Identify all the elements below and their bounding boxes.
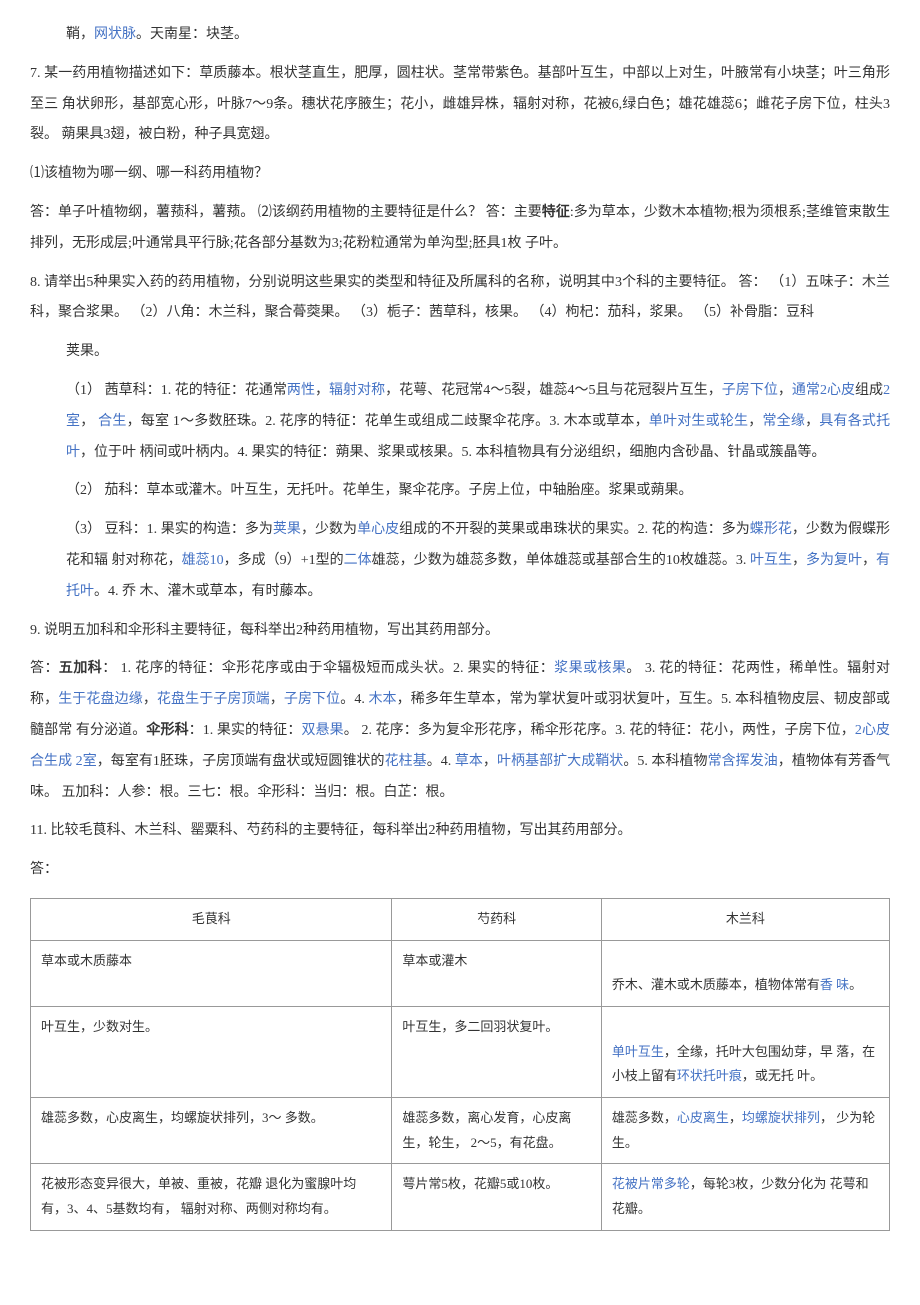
table-cell: 花被形态变异很大，单被、重被，花瓣 退化为蜜腺叶均有，3、4、5基数均有， 辐射… xyxy=(31,1164,392,1230)
table-cell: 单叶互生，全缘，托叶大包围幼芽，早 落，在小枝上留有环状托叶痕，或无托 叶。 xyxy=(601,1006,889,1097)
table-cell: 叶互生，多二回羽状复叶。 xyxy=(392,1006,601,1097)
question-9: 9. 说明五加科和伞形科主要特征，每科举出2种药用植物，写出其药用部分。 xyxy=(30,616,890,647)
table-header-1: 毛茛科 xyxy=(31,898,392,940)
table-cell: 草本或灌木 xyxy=(392,940,601,1006)
table-cell: 雄蕊多数，离心发育，心皮离生，轮生， 2～5，有花盘。 xyxy=(392,1098,601,1164)
table-header-3: 木兰科 xyxy=(601,898,889,940)
question-7-sub: ⑴该植物为哪一纲、哪一科药用植物？ xyxy=(30,159,890,190)
comparison-table: 毛茛科 芍药科 木兰科 草本或木质藤本 草本或灌木 乔木、灌木或木质藤本，植物体… xyxy=(30,898,890,1231)
q8-item-2: （2） 茄科：草本或灌木。叶互生，无托叶。花单生，聚伞花序。子房上位，中轴胎座。… xyxy=(30,476,890,507)
table-cell: 雄蕊多数，心皮离生，均螺旋状排列， 少为轮生。 xyxy=(601,1098,889,1164)
question-11: 11. 比较毛茛科、木兰科、罂粟科、芍药科的主要特征，每科举出2种药用植物，写出… xyxy=(30,816,890,847)
table-row: 毛茛科 芍药科 木兰科 xyxy=(31,898,890,940)
table-row: 雄蕊多数，心皮离生，均螺旋状排列，3～ 多数。 雄蕊多数，离心发育，心皮离生，轮… xyxy=(31,1098,890,1164)
table-row: 花被形态变异很大，单被、重被，花瓣 退化为蜜腺叶均有，3、4、5基数均有， 辐射… xyxy=(31,1164,890,1230)
table-row: 叶互生，少数对生。 叶互生，多二回羽状复叶。 单叶互生，全缘，托叶大包围幼芽，早… xyxy=(31,1006,890,1097)
table-row: 草本或木质藤本 草本或灌木 乔木、灌木或木质藤本，植物体常有香 味。 xyxy=(31,940,890,1006)
table-cell: 萼片常5枚，花瓣5或10枚。 xyxy=(392,1164,601,1230)
q8-item-3: （3） 豆科：1. 果实的构造：多为荚果，少数为单心皮组成的不开裂的荚果或串珠状… xyxy=(30,515,890,607)
answer-11-label: 答： xyxy=(30,855,890,886)
table-cell: 草本或木质藤本 xyxy=(31,940,392,1006)
question-8: 8. 请举出5种果实入药的药用植物，分别说明这些果实的类型和特征及所属科的名称，… xyxy=(30,268,890,330)
answer-7: 答：单子叶植物纲，薯蓣科，薯蓣。 ⑵该纲药用植物的主要特征是什么？ 答：主要特征… xyxy=(30,198,890,260)
table-cell: 雄蕊多数，心皮离生，均螺旋状排列，3～ 多数。 xyxy=(31,1098,392,1164)
table-header-2: 芍药科 xyxy=(392,898,601,940)
paragraph-1: 鞘，网状脉。天南星：块茎。 xyxy=(30,20,890,51)
table-cell: 乔木、灌木或木质藤本，植物体常有香 味。 xyxy=(601,940,889,1006)
q8-continuation: 荚果。 xyxy=(30,337,890,368)
answer-9: 答：五加科： 1. 花序的特征：伞形花序或由于伞辐极短而成头状。2. 果实的特征… xyxy=(30,654,890,808)
q8-item-1: （1） 茜草科：1. 花的特征：花通常两性，辐射对称，花萼、花冠常4～5裂，雄蕊… xyxy=(30,376,890,468)
table-cell: 花被片常多轮，每轮3枚，少数分化为 花萼和花瓣。 xyxy=(601,1164,889,1230)
table-cell: 叶互生，少数对生。 xyxy=(31,1006,392,1097)
question-7: 7. 某一药用植物描述如下：草质藤本。根状茎直生，肥厚，圆柱状。茎常带紫色。基部… xyxy=(30,59,890,151)
